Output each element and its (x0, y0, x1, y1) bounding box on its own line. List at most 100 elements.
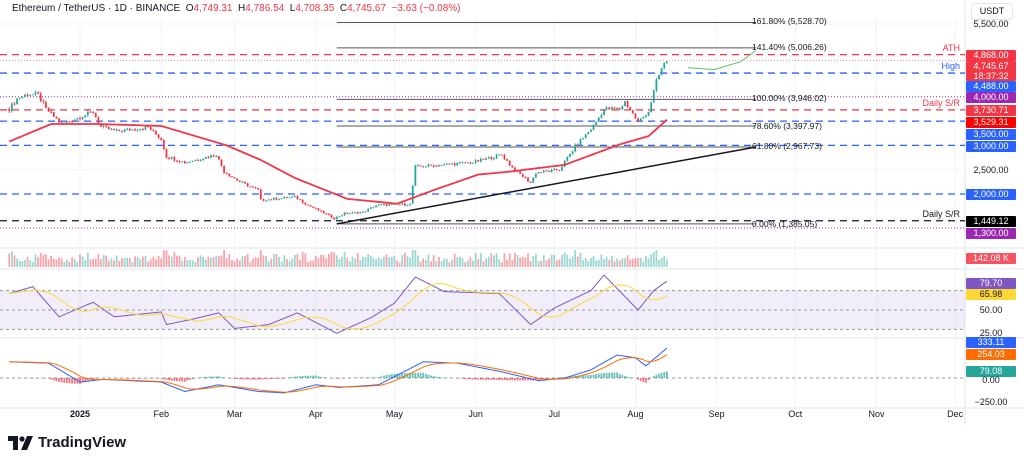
volume-bar (215, 255, 218, 267)
volume-bar (579, 252, 582, 267)
candle-body (296, 195, 299, 200)
volume-bar (278, 257, 281, 267)
volume-bar (257, 257, 260, 267)
candle-body (270, 199, 273, 201)
volume-bar (92, 258, 94, 267)
volume-bar (52, 258, 55, 267)
candle-body (220, 159, 223, 167)
candle-body (244, 181, 246, 184)
volume-bar (199, 255, 202, 267)
volume-bar (231, 260, 233, 267)
volume-bar (545, 260, 548, 267)
tradingview-logo[interactable]: TradingView (8, 434, 126, 451)
candle-body (424, 166, 427, 168)
volume-bar (558, 259, 561, 267)
volume-bar (10, 251, 13, 267)
macd-histogram-bar (199, 377, 202, 378)
macd-histogram-bar (79, 378, 81, 384)
volume-bar (283, 255, 286, 267)
volume-bar (485, 258, 487, 267)
candle-body (576, 144, 579, 146)
volume-bar (440, 261, 443, 267)
macd-histogram-bar (73, 378, 76, 384)
candle-body (545, 170, 548, 172)
time-axis-label: Apr (308, 409, 323, 419)
logo-text: TradingView (38, 434, 127, 451)
macd-histogram-bar (600, 373, 603, 378)
macd-histogram-bar (267, 378, 270, 380)
candle-body (432, 165, 435, 167)
macd-histogram-bar (401, 373, 404, 378)
volume-bar (296, 253, 299, 267)
currency-selector[interactable]: USDT (971, 3, 1013, 20)
volume-bar (265, 255, 267, 267)
candle-body (115, 129, 118, 131)
candle-body (388, 204, 391, 206)
volume-bar (616, 258, 618, 267)
candle-body (118, 129, 121, 132)
macd-histogram-bar (595, 373, 598, 378)
time-axis-label: Feb (153, 409, 169, 419)
volume-bar (118, 261, 121, 267)
candle-body (364, 211, 367, 213)
level-badge-2000: 2,000.00 (966, 189, 1016, 200)
macd-histogram-bar (249, 378, 252, 380)
candle-body (411, 185, 414, 204)
volume-bar (236, 258, 239, 267)
candle-body (181, 161, 184, 163)
volume-bar (498, 259, 501, 267)
macd-line (9, 347, 668, 394)
candle-body (257, 188, 260, 190)
candle-body (160, 137, 163, 141)
candle-body (262, 199, 265, 201)
macd-histogram-bar (495, 378, 498, 380)
macd-histogram-bar (189, 378, 191, 380)
candle-body (107, 126, 110, 130)
macd-histogram-bar (312, 375, 315, 378)
low-label: L (289, 3, 296, 14)
candle-body (16, 98, 19, 105)
candle-body (39, 93, 42, 102)
candle-body (265, 200, 267, 202)
candle-body (558, 170, 561, 172)
macd-histogram-bar (181, 378, 184, 382)
macd-histogram-bar (380, 376, 383, 378)
candle-body (624, 101, 626, 107)
volume-bar (663, 256, 666, 267)
candle-body (485, 158, 487, 160)
candle-body (29, 94, 32, 96)
fib-label: 61.80% (2,967.73) (752, 141, 822, 151)
volume-bar (267, 261, 270, 267)
volume-bar (430, 261, 432, 267)
volume-bar (532, 255, 535, 267)
volume-bar (168, 255, 170, 267)
axis-tick: 5,500.00 (973, 19, 1009, 29)
macd-histogram-bar (411, 372, 414, 378)
candle-body (571, 151, 574, 154)
volume-bar (8, 253, 11, 267)
volume-bar (66, 259, 68, 267)
signal-line (9, 354, 668, 393)
macd-histogram-bar (582, 375, 584, 378)
candle-body (367, 208, 370, 212)
volume-bar (383, 256, 385, 267)
candle-body (176, 160, 178, 162)
time-axis-label: Aug (627, 409, 644, 419)
candle-body (272, 197, 275, 200)
candle-body (236, 178, 239, 181)
time-axis-label: Mar (226, 409, 243, 419)
candle-body (603, 108, 605, 116)
candle-body (550, 169, 553, 172)
volume-bar (89, 259, 92, 267)
macd-histogram-bar (639, 378, 642, 381)
macd-histogram-bar (207, 376, 210, 378)
close-label: C (339, 3, 348, 14)
volume-bar (362, 256, 364, 267)
volume-bar (474, 253, 477, 267)
macd-histogram-bar (652, 376, 655, 378)
candle-body (409, 203, 412, 206)
candle-body (650, 102, 653, 113)
candle-body (380, 204, 383, 206)
macd-histogram-bar (367, 377, 370, 378)
